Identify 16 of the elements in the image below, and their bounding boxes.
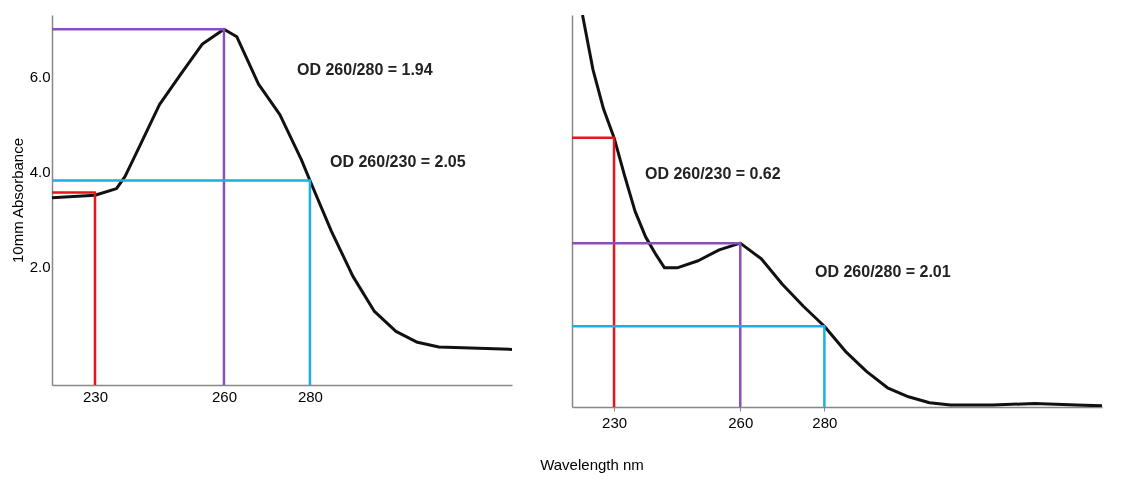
annotation: OD 260/230 = 0.62 (645, 165, 781, 182)
x-tick-label: 280 (812, 413, 838, 431)
y-tick-label: 6.0 (29, 68, 51, 86)
x-axis-title: Wavelength nm (540, 456, 644, 473)
annotation: OD 260/280 = 2.01 (815, 263, 951, 280)
x-tick-label: 260 (728, 413, 754, 431)
annotation: OD 260/280 = 1.94 (297, 61, 433, 78)
y-tick-label: 2.0 (29, 257, 51, 275)
annotation: OD 260/230 = 2.05 (330, 153, 466, 170)
x-tick-label: 280 (297, 387, 323, 405)
x-tick-label: 260 (211, 387, 237, 405)
y-axis-title: 10mm Absorbance (8, 137, 26, 264)
line-series (52, 27, 512, 351)
y-tick-label: 4.0 (29, 163, 51, 181)
x-tick-label: 230 (82, 387, 109, 405)
x-tick-label: 230 (602, 413, 628, 431)
